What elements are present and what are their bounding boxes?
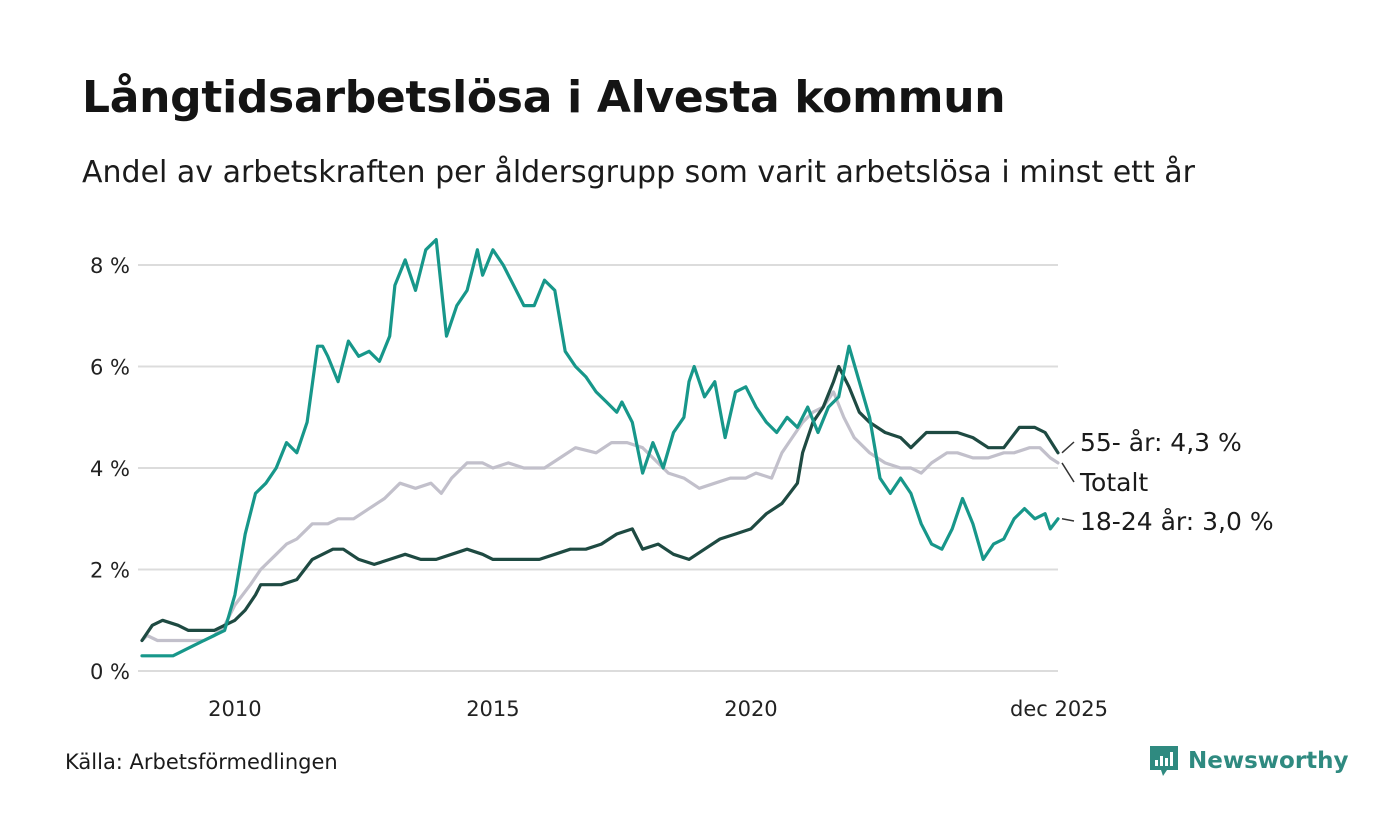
brand-name: Newsworthy [1188,748,1349,774]
leader-line-total [1061,462,1075,483]
y-tick-label: 2 % [90,559,130,583]
end-label-total: Totalt [1079,468,1148,497]
brand-logo: Newsworthy [1148,744,1349,778]
x-tick-label: 2010 [208,697,261,721]
x-tick-label: dec 2025 [1010,697,1108,721]
end-label-young: 18-24 år: 3,0 % [1080,507,1274,536]
series-line-old [140,364,1060,643]
leader-line-old [1061,441,1075,454]
leader-line-young [1061,518,1075,522]
y-tick-label: 8 % [90,254,130,278]
newsworthy-logo-icon [1150,746,1178,776]
y-tick-label: 0 % [90,660,130,684]
chart-subtitle: Andel av arbetskraften per åldersgrupp s… [82,155,1195,190]
end-label-old: 55- år: 4,3 % [1080,428,1242,457]
x-tick-label: 2015 [466,697,519,721]
series-line-total [140,390,1060,643]
y-tick-label: 6 % [90,356,130,380]
chart-title: Långtidsarbetslösa i Alvesta kommun [82,72,1006,123]
x-tick-label: 2020 [724,697,777,721]
y-tick-label: 4 % [90,457,130,481]
series-line-young [140,238,1060,658]
source-note: Källa: Arbetsförmedlingen [65,750,338,774]
